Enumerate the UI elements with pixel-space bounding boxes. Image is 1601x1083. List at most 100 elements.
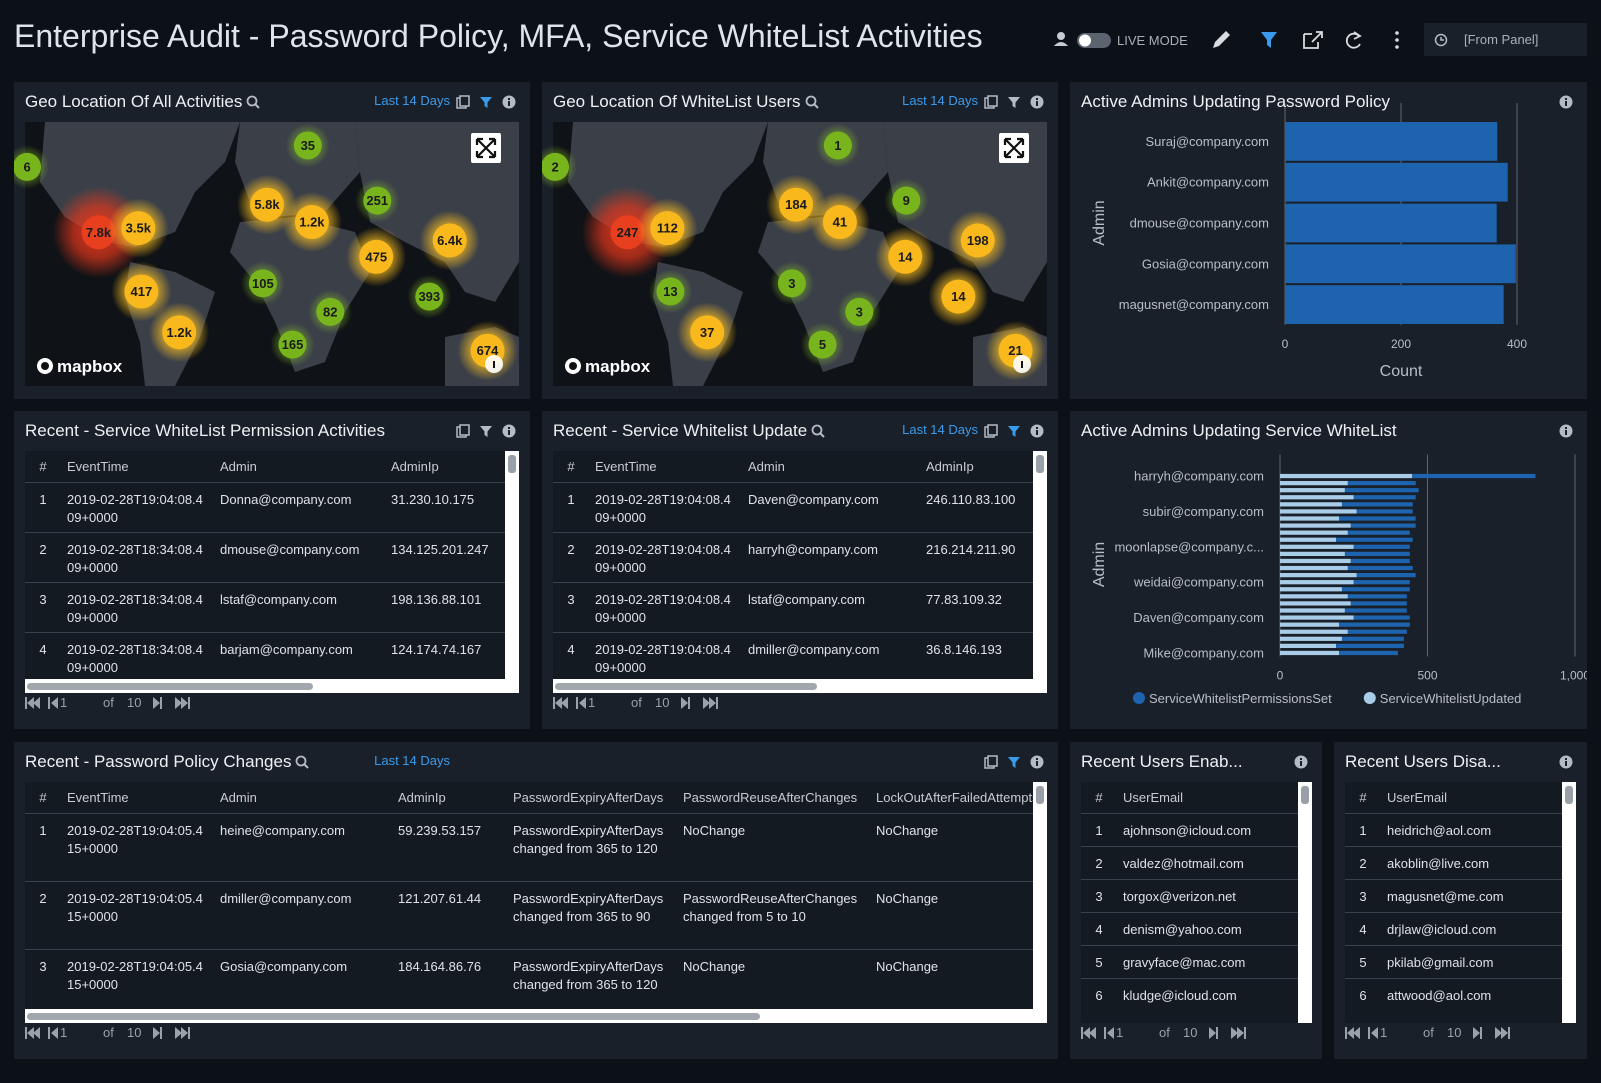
vertical-scroll-thumb[interactable]: [1565, 786, 1573, 804]
menu-dot[interactable]: [1395, 31, 1399, 35]
pager-controls[interactable]: [25, 696, 195, 710]
bar-segment[interactable]: [1280, 615, 1354, 620]
column-header[interactable]: #: [1345, 782, 1381, 814]
info-icon[interactable]: [1294, 755, 1308, 769]
zoom-icon[interactable]: [805, 95, 819, 109]
cluster[interactable]: [363, 186, 392, 215]
refresh-icon[interactable]: [1345, 31, 1362, 49]
bar-segment[interactable]: [1350, 601, 1407, 606]
column-header[interactable]: PasswordExpiryAfterDays: [507, 782, 677, 814]
cluster[interactable]: [542, 152, 570, 181]
info-icon[interactable]: [1559, 424, 1573, 438]
bar-segment[interactable]: [1280, 572, 1357, 578]
zoom-icon[interactable]: [295, 755, 310, 769]
prev-page[interactable]: [1107, 1027, 1114, 1039]
info-icon[interactable]: [1030, 424, 1044, 438]
bar-segment[interactable]: [1353, 615, 1410, 620]
copy-icon[interactable]: [456, 424, 470, 438]
last-page[interactable]: [175, 697, 188, 709]
cluster[interactable]: [822, 205, 857, 240]
column-header[interactable]: AdminIp: [392, 782, 507, 814]
cluster[interactable]: [778, 187, 813, 222]
bar-segment[interactable]: [1356, 509, 1413, 514]
cluster[interactable]: [892, 186, 921, 215]
horizontal-scroll-thumb[interactable]: [27, 683, 313, 690]
bar-segment[interactable]: [1347, 629, 1407, 634]
last-page[interactable]: [175, 1027, 188, 1039]
bar-segment[interactable]: [1353, 495, 1416, 500]
bar-segment[interactable]: [1353, 580, 1410, 585]
column-header[interactable]: AdminIp: [920, 451, 1033, 483]
bar-segment[interactable]: [1280, 601, 1351, 606]
bar-segment[interactable]: [1347, 530, 1410, 535]
last-page[interactable]: [1231, 1027, 1244, 1039]
cluster[interactable]: [415, 282, 444, 311]
cluster[interactable]: [81, 215, 116, 250]
column-header[interactable]: PasswordReuseAfterChanges: [677, 782, 870, 814]
edit-icon[interactable]: [1213, 31, 1230, 48]
cluster[interactable]: [656, 277, 685, 306]
vertical-scroll-thumb[interactable]: [1036, 786, 1044, 804]
legend-swatch[interactable]: [1363, 692, 1376, 704]
copy-icon[interactable]: [984, 755, 998, 769]
bar-segment[interactable]: [1344, 488, 1419, 493]
vertical-scroll-thumb[interactable]: [1036, 455, 1044, 473]
bar-segment[interactable]: [1280, 643, 1337, 649]
cluster[interactable]: [249, 187, 284, 222]
column-header[interactable]: #: [553, 451, 589, 483]
filter-icon[interactable]: [1007, 755, 1021, 769]
cluster[interactable]: [278, 330, 307, 359]
bar-segment[interactable]: [1280, 537, 1337, 542]
info-icon[interactable]: [502, 95, 516, 109]
bar[interactable]: [1285, 122, 1498, 161]
bar[interactable]: [1285, 162, 1508, 202]
last-page[interactable]: [1495, 1027, 1508, 1039]
info-icon[interactable]: [1030, 95, 1044, 109]
pager-controls[interactable]: [1345, 1026, 1515, 1040]
info-icon[interactable]: [1559, 95, 1573, 109]
bar-segment[interactable]: [1280, 558, 1351, 564]
first-page[interactable]: [27, 697, 40, 709]
first-page[interactable]: [555, 697, 568, 709]
filter-icon[interactable]: [479, 424, 493, 438]
next-page[interactable]: [1209, 1027, 1216, 1039]
bar-segment[interactable]: [1280, 509, 1357, 514]
column-header[interactable]: #: [1081, 782, 1117, 814]
bar-segment[interactable]: [1344, 608, 1407, 613]
vertical-scroll-thumb[interactable]: [1301, 786, 1309, 804]
column-header[interactable]: Admin: [214, 451, 385, 483]
bar-segment[interactable]: [1280, 650, 1339, 656]
horizontal-scroll-thumb[interactable]: [27, 1013, 760, 1020]
bar-segment[interactable]: [1280, 502, 1342, 507]
bar-segment[interactable]: [1344, 551, 1410, 557]
cluster[interactable]: [294, 205, 329, 240]
legend-label[interactable]: ServiceWhitelistPermissionsSet: [1149, 691, 1332, 706]
bar[interactable]: [1285, 203, 1497, 243]
bar-segment[interactable]: [1280, 580, 1354, 585]
menu-dot[interactable]: [1395, 45, 1399, 49]
bar-segment[interactable]: [1353, 544, 1410, 549]
next-page[interactable]: [1473, 1027, 1480, 1039]
cluster[interactable]: [777, 269, 806, 298]
column-header[interactable]: LockOutAfterFailedAttempts: [870, 782, 1033, 814]
next-page[interactable]: [153, 697, 160, 709]
cluster[interactable]: [690, 315, 725, 350]
pager-controls[interactable]: [553, 696, 723, 710]
bar-segment[interactable]: [1350, 523, 1416, 528]
bar-segment[interactable]: [1336, 643, 1404, 649]
bar-segment[interactable]: [1280, 636, 1342, 641]
bar-segment[interactable]: [1280, 480, 1348, 486]
bar-segment[interactable]: [1280, 495, 1354, 500]
bar-segment[interactable]: [1280, 473, 1413, 479]
column-header[interactable]: UserEmail: [1381, 782, 1562, 814]
column-header[interactable]: EventTime: [589, 451, 742, 483]
bar-segment[interactable]: [1356, 572, 1416, 578]
time-range-box[interactable]: [From Panel]: [1424, 23, 1587, 56]
cluster[interactable]: [960, 223, 995, 258]
prev-page[interactable]: [579, 697, 586, 709]
cluster[interactable]: [941, 279, 976, 314]
bar-segment[interactable]: [1280, 594, 1348, 599]
info-icon[interactable]: [1559, 755, 1573, 769]
cluster[interactable]: [14, 152, 42, 181]
filter-icon[interactable]: [1007, 95, 1021, 109]
